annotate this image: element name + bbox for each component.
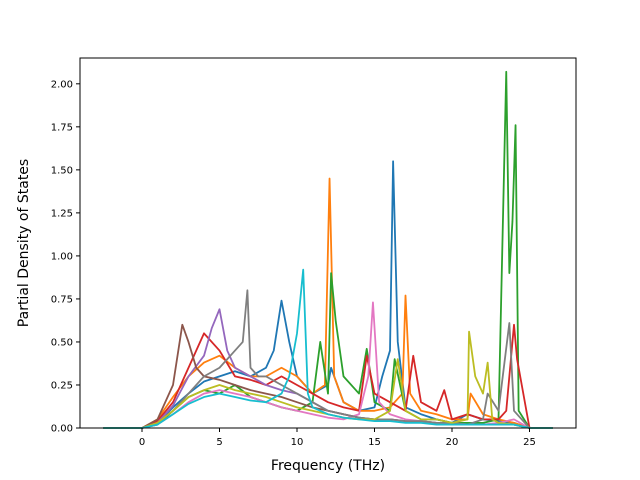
series-layer xyxy=(103,70,553,429)
y-tick-label: 1.25 xyxy=(51,208,73,219)
y-tick-label: 0.00 xyxy=(51,424,73,435)
x-axis-ticks: 0 5 10 15 20 25 xyxy=(139,428,536,448)
y-tick-label: 2.00 xyxy=(51,79,73,90)
y-tick-label: 1.00 xyxy=(51,251,73,262)
series-line-8 xyxy=(103,289,553,429)
series-line-2 xyxy=(103,177,553,429)
y-tick-label: 1.75 xyxy=(51,122,73,133)
series-line-9 xyxy=(103,330,553,429)
y-tick-label: 0.75 xyxy=(51,294,73,305)
y-tick-label: 0.50 xyxy=(51,337,73,348)
series-line-10 xyxy=(103,268,553,429)
x-tick-label: 0 xyxy=(139,437,145,448)
y-tick-label: 1.50 xyxy=(51,165,73,176)
x-tick-label: 5 xyxy=(216,437,222,448)
x-tick-label: 10 xyxy=(291,437,304,448)
y-tick-label: 0.25 xyxy=(51,380,73,391)
x-tick-label: 20 xyxy=(446,437,459,448)
x-tick-label: 15 xyxy=(368,437,381,448)
x-tick-label: 25 xyxy=(523,437,536,448)
x-axis-title: Frequency (THz) xyxy=(271,458,385,474)
y-axis-title: Partial Density of States xyxy=(16,159,32,327)
plot-frame xyxy=(79,57,577,429)
y-axis-ticks: 0.00 0.25 0.50 0.75 1.00 1.25 1.50 1.75 2.00 xyxy=(51,79,80,435)
